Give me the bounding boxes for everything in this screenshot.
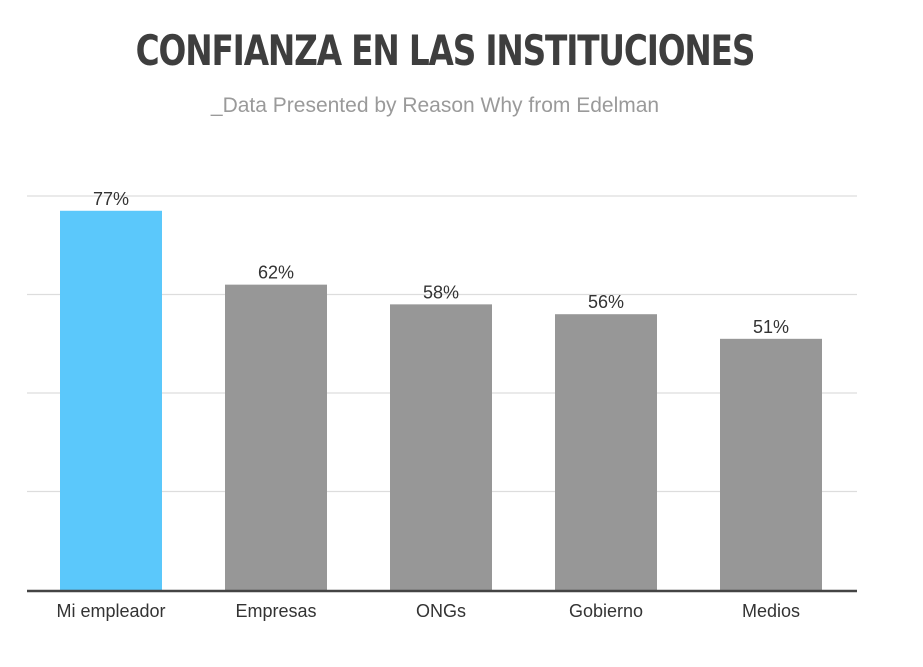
bar-medios <box>720 338 822 590</box>
category-label-ongs: ONGs <box>416 601 466 621</box>
category-label-gobierno: Gobierno <box>569 601 643 621</box>
chart-title: CONFIANZA EN LAS INSTITUCIONES <box>135 26 756 75</box>
category-label-mi-empleador: Mi empleador <box>56 601 165 621</box>
value-labels: 77% 62% 58% 56% 51% <box>93 189 789 337</box>
bar-empresas <box>225 284 327 590</box>
value-label-gobierno: 56% <box>588 292 624 312</box>
chart-subtitle: _Data Presented by Reason Why from Edelm… <box>210 94 660 117</box>
category-labels: Mi empleador Empresas ONGs Gobierno Medios <box>56 601 800 621</box>
bars <box>60 210 822 590</box>
bar-gobierno <box>555 314 657 590</box>
bar-ongs <box>390 304 492 590</box>
value-label-ongs: 58% <box>423 282 459 302</box>
bar-mi-empleador <box>60 210 162 590</box>
category-label-empresas: Empresas <box>235 601 316 621</box>
category-label-medios: Medios <box>742 601 800 621</box>
value-label-medios: 51% <box>753 317 789 337</box>
value-label-empresas: 62% <box>258 263 294 283</box>
value-label-mi-empleador: 77% <box>93 189 129 209</box>
